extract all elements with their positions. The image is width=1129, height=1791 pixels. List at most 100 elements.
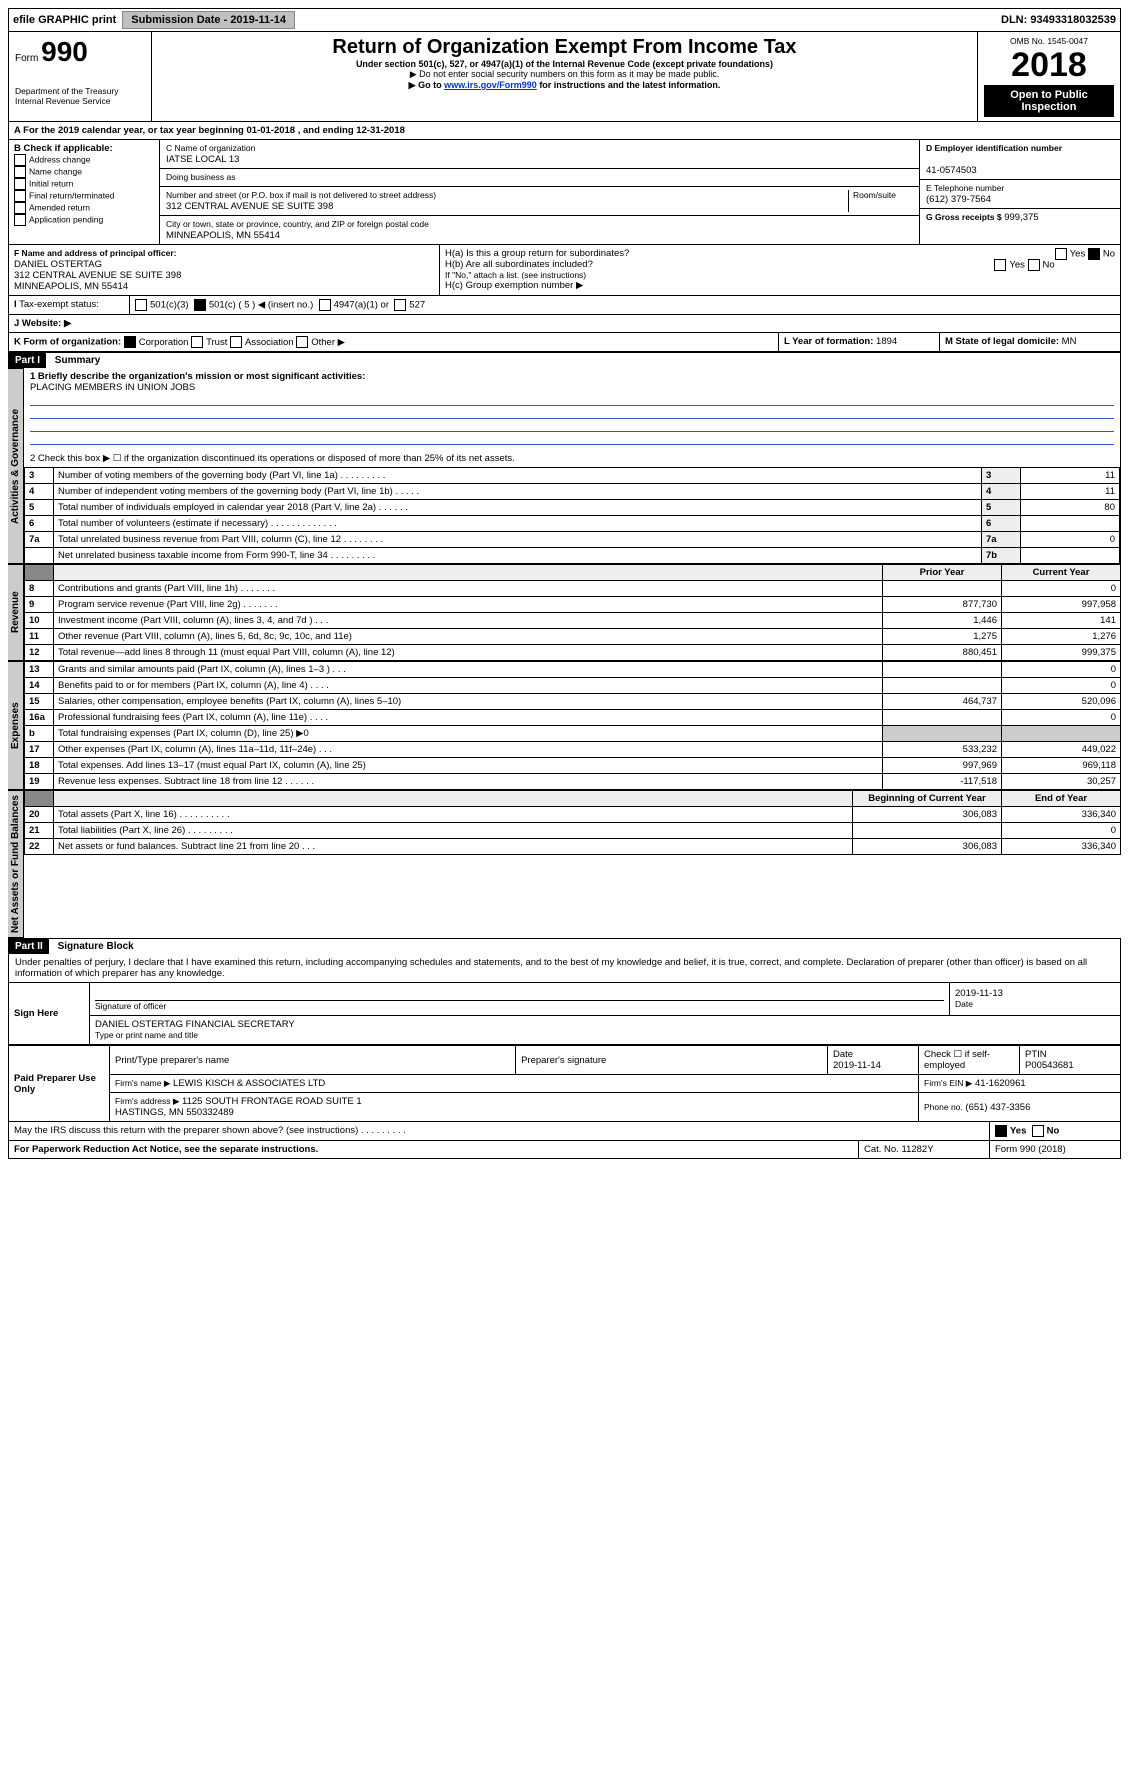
paid-preparer-table: Paid Preparer Use Only Print/Type prepar… — [8, 1045, 1121, 1122]
org-city: MINNEAPOLIS, MN 55414 — [166, 230, 280, 241]
tab-revenue: Revenue — [8, 564, 24, 661]
k-checkbox[interactable] — [296, 336, 308, 348]
irs-link[interactable]: www.irs.gov/Form990 — [444, 80, 537, 90]
perjury-decl: Under penalties of perjury, I declare th… — [8, 954, 1121, 982]
k-checkbox[interactable] — [230, 336, 242, 348]
discuss-yes-checkbox[interactable] — [995, 1125, 1007, 1137]
taxexempt-label: Tax-exempt status: — [19, 299, 99, 310]
city-label: City or town, state or province, country… — [166, 219, 429, 229]
q1-label: 1 Briefly describe the organization's mi… — [30, 371, 365, 382]
pra-notice: For Paperwork Reduction Act Notice, see … — [9, 1141, 859, 1158]
te-4947-checkbox[interactable] — [319, 299, 331, 311]
revenue-table: Prior YearCurrent Year8Contributions and… — [24, 564, 1121, 661]
boxb-checkbox[interactable] — [14, 202, 26, 214]
tab-expenses: Expenses — [8, 661, 24, 790]
dba-label: Doing business as — [166, 172, 235, 182]
boxb-checkbox[interactable] — [14, 178, 26, 190]
part-i-title: Summary — [49, 353, 107, 368]
cat-no: Cat. No. 11282Y — [859, 1141, 990, 1158]
k-checkbox[interactable] — [191, 336, 203, 348]
firm-name: LEWIS KISCH & ASSOCIATES LTD — [173, 1078, 325, 1089]
officer-addr: 312 CENTRAL AVENUE SE SUITE 398 MINNEAPO… — [14, 270, 181, 292]
hb-no-checkbox[interactable] — [1028, 259, 1040, 271]
note-goto-pre: ▶ Go to — [409, 80, 444, 90]
pp-h3: Date — [833, 1049, 853, 1060]
room-label: Room/suite — [848, 190, 913, 212]
ein: 41-0574503 — [926, 165, 977, 176]
firm-ein: 41-1620961 — [975, 1078, 1026, 1089]
officer-name: DANIEL OSTERTAG — [14, 259, 102, 270]
te-o4: 527 — [409, 300, 425, 311]
ein-label: Firm's EIN ▶ — [924, 1078, 972, 1088]
te-501c-checkbox[interactable] — [194, 299, 206, 311]
submission-date-btn[interactable]: Submission Date - 2019-11-14 — [122, 11, 295, 29]
tab-net: Net Assets or Fund Balances — [8, 790, 24, 938]
gross-receipts: 999,375 — [1004, 212, 1038, 223]
pp-h4: Check ☐ if self-employed — [919, 1046, 1020, 1075]
hb-label: H(b) Are all subordinates included? — [445, 259, 593, 270]
fphone-label: Phone no. — [924, 1102, 963, 1112]
boxb-checkbox[interactable] — [14, 166, 26, 178]
k-label: K Form of organization: — [14, 337, 121, 348]
gov-table: 3Number of voting members of the governi… — [24, 467, 1120, 564]
ha-label: H(a) Is this a group return for subordin… — [445, 248, 629, 259]
ha-yes-checkbox[interactable] — [1055, 248, 1067, 260]
boxb-checkbox[interactable] — [14, 214, 26, 226]
phone: (612) 379-7564 — [926, 194, 991, 205]
part-i-bar: Part I — [9, 353, 46, 368]
note-ssn: ▶ Do not enter social security numbers o… — [158, 69, 971, 80]
subtitle: Under section 501(c), 527, or 4947(a)(1)… — [158, 59, 971, 69]
te-o1: 501(c)(3) — [150, 300, 189, 311]
pp-ptin: P00543681 — [1025, 1060, 1074, 1071]
mission: PLACING MEMBERS IN UNION JOBS — [30, 382, 195, 393]
typed-name: DANIEL OSTERTAG FINANCIAL SECRETARY — [95, 1019, 295, 1030]
f-label: F Name and address of principal officer: — [14, 248, 176, 258]
dept-label: Department of the Treasury Internal Reve… — [15, 86, 145, 106]
te-501c3-checkbox[interactable] — [135, 299, 147, 311]
form-number: 990 — [41, 36, 88, 67]
hb-yes-checkbox[interactable] — [994, 259, 1006, 271]
firm-phone: (651) 437-3356 — [965, 1102, 1030, 1113]
m-label: M State of legal domicile: — [945, 336, 1059, 347]
omb: OMB No. 1545-0047 — [984, 36, 1114, 46]
open-public: Open to Public Inspection — [984, 85, 1114, 117]
form-header: Form 990 Department of the Treasury Inte… — [8, 32, 1121, 122]
discuss-no-checkbox[interactable] — [1032, 1125, 1044, 1137]
top-bar: efile GRAPHIC print Submission Date - 20… — [8, 8, 1121, 32]
pp-h2: Preparer's signature — [516, 1046, 828, 1075]
hb-note: If "No," attach a list. (see instruction… — [445, 270, 1115, 280]
discuss-question: May the IRS discuss this return with the… — [9, 1122, 990, 1140]
pp-h5: PTIN — [1025, 1049, 1047, 1060]
org-name: IATSE LOCAL 13 — [166, 154, 239, 165]
main-title: Return of Organization Exempt From Incom… — [158, 36, 971, 59]
g-label: G Gross receipts $ — [926, 212, 1002, 222]
sign-date: 2019-11-13 — [955, 988, 1003, 999]
firm-label: Firm's name ▶ — [115, 1078, 170, 1088]
pp-h1: Print/Type preparer's name — [110, 1046, 516, 1075]
l-val: 1894 — [876, 336, 897, 347]
dln: DLN: 93493318032539 — [1001, 14, 1116, 26]
sigoff-label: Signature of officer — [95, 1001, 166, 1011]
faddr-label: Firm's address ▶ — [115, 1096, 179, 1106]
no-label: No — [1047, 1126, 1060, 1137]
ha-no-checkbox[interactable] — [1088, 248, 1100, 260]
pp-date: 2019-11-14 — [833, 1060, 881, 1071]
expenses-table: 13Grants and similar amounts paid (Part … — [24, 661, 1121, 790]
k-checkbox[interactable] — [124, 336, 136, 348]
sign-here-label: Sign Here — [9, 983, 90, 1045]
tab-governance: Activities & Governance — [8, 368, 24, 564]
net-table: Beginning of Current YearEnd of Year20To… — [24, 790, 1121, 855]
boxb-checkbox[interactable] — [14, 190, 26, 202]
te-527-checkbox[interactable] — [394, 299, 406, 311]
typed-label: Type or print name and title — [95, 1030, 198, 1040]
yes-label: Yes — [1010, 1126, 1026, 1137]
part-ii-bar: Part II — [9, 939, 49, 954]
m-val: MN — [1062, 336, 1077, 347]
boxb-checkbox[interactable] — [14, 154, 26, 166]
l-label: L Year of formation: — [784, 336, 873, 347]
date-label: Date — [955, 999, 973, 1009]
form-label: Form — [15, 53, 38, 64]
website-label: J Website: ▶ — [9, 315, 1120, 332]
note-goto-post: for instructions and the latest informat… — [539, 80, 720, 90]
d-label: D Employer identification number — [926, 143, 1062, 153]
